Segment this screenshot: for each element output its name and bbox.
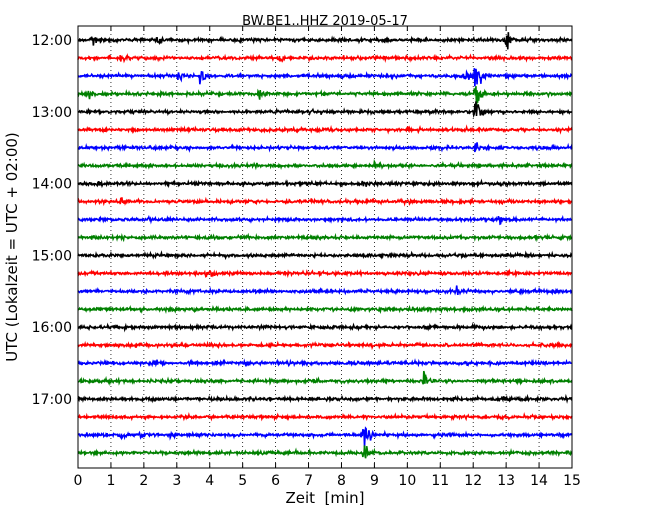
y-tick-label: 13:00 xyxy=(32,105,72,121)
x-tick-label: 0 xyxy=(74,473,83,489)
x-tick-label: 9 xyxy=(370,473,379,489)
y-tick-label: 14:00 xyxy=(32,177,72,193)
x-tick-label: 11 xyxy=(431,473,449,489)
y-tick-label: 16:00 xyxy=(32,320,72,336)
plot-frame xyxy=(77,25,573,469)
trace-1545 xyxy=(77,304,573,315)
trace-1515 xyxy=(77,268,573,279)
x-tick-label: 2 xyxy=(139,473,148,489)
trace-1230 xyxy=(77,68,573,87)
x-axis-label: Zeit [min] xyxy=(285,489,364,507)
y-tick-label: 12:00 xyxy=(32,33,72,49)
trace-1415 xyxy=(77,196,573,207)
trace-1245 xyxy=(77,86,573,109)
x-tick-label: 6 xyxy=(271,473,280,489)
trace-1500 xyxy=(77,250,573,261)
seismic-traces xyxy=(77,32,573,459)
x-tick-label: 13 xyxy=(497,473,515,489)
trace-1615 xyxy=(77,340,573,351)
trace-1200 xyxy=(77,32,573,50)
x-tick-label: 3 xyxy=(172,473,181,489)
x-tick-label: 10 xyxy=(398,473,416,489)
y-tick-label: 15:00 xyxy=(32,248,72,264)
x-tick-label: 4 xyxy=(205,473,214,489)
trace-1300 xyxy=(77,101,573,119)
trace-1445 xyxy=(77,232,573,243)
x-tick-label: 14 xyxy=(530,473,548,489)
trace-1345 xyxy=(77,158,573,171)
x-axis-ticks: 0 1 2 3 4 5 6 7 8 9 10 11 12 13 14 15 xyxy=(74,26,581,489)
trace-1315 xyxy=(77,124,573,135)
x-tick-label: 7 xyxy=(304,473,313,489)
trace-1730 xyxy=(77,426,573,448)
trace-1645 xyxy=(77,370,573,386)
x-tick-label: 5 xyxy=(238,473,247,489)
trace-1530 xyxy=(77,285,573,296)
trace-1600 xyxy=(77,322,573,333)
trace-1430 xyxy=(77,214,573,226)
x-tick-label: 1 xyxy=(106,473,115,489)
trace-1630 xyxy=(77,358,572,369)
x-tick-label: 12 xyxy=(464,473,482,489)
chart-title: BW.BE1..HHZ 2019-05-17 xyxy=(242,14,408,29)
trace-1700 xyxy=(77,393,573,404)
trace-1715 xyxy=(77,412,573,422)
y-tick-label: 17:00 xyxy=(32,392,72,408)
trace-1745 xyxy=(77,445,573,459)
trace-1215 xyxy=(77,52,573,64)
y-axis-ticks: 12:00 13:00 14:00 15:00 16:00 17:00 xyxy=(32,33,572,408)
x-tick-label: 15 xyxy=(563,473,581,489)
trace-1330 xyxy=(77,142,573,153)
x-tick-label: 8 xyxy=(337,473,346,489)
y-axis-label: UTC (Lokalzeit = UTC + 02:00) xyxy=(3,132,21,362)
trace-1400 xyxy=(77,178,573,189)
grid-lines xyxy=(110,26,540,468)
